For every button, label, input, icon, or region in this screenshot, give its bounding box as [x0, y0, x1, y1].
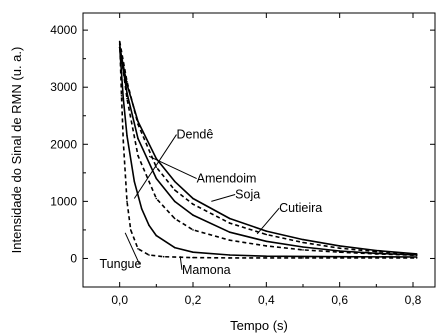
data-point-amendoim: [137, 123, 139, 126]
data-point-cutieira: [126, 97, 128, 100]
data-point-dende: [137, 120, 139, 123]
data-point-tungue: [140, 208, 143, 210]
data-point-amendoim: [338, 247, 341, 249]
data-point-mamona: [148, 254, 150, 256]
data-point-soja: [302, 246, 304, 248]
data-point-dende: [228, 217, 231, 220]
data-point-soja: [173, 200, 176, 203]
data-point-cutieira: [302, 249, 304, 251]
data-point-tungue: [133, 180, 136, 183]
series-line-soja: [118, 47, 417, 256]
series-line-dende: [118, 47, 417, 255]
y-tick-label: 0: [70, 251, 77, 265]
y-tick-label: 1000: [50, 194, 77, 208]
data-point-mamona: [129, 229, 132, 231]
data-point-tungue: [265, 255, 268, 257]
data-point-cutieira: [155, 197, 158, 200]
data-point-dende: [192, 197, 194, 200]
data-point-amendoim: [192, 203, 194, 205]
data-point-mamona: [122, 140, 125, 143]
data-point-amendoim: [173, 189, 176, 191]
annotation-leader-soja: [211, 194, 236, 202]
data-point-cutieira: [338, 251, 341, 253]
data-point-mamona: [415, 257, 418, 259]
data-point-soja: [338, 250, 341, 252]
data-point-soja: [265, 240, 268, 243]
y-tick-label: 2000: [50, 137, 77, 151]
data-point-tungue: [148, 224, 150, 227]
x-tick-label: 0,2: [185, 293, 202, 307]
series-line-cutieira: [118, 44, 417, 257]
annotation-leader-mamona: [179, 256, 183, 270]
data-point-soja: [228, 231, 231, 233]
data-point-soja: [192, 214, 194, 216]
series-line-mamona: [118, 41, 417, 259]
data-point-cutieira: [228, 239, 231, 241]
annotation-leader-cutieira: [256, 207, 280, 235]
data-point-mamona: [162, 255, 165, 258]
data-point-cutieira: [192, 229, 194, 231]
data-point-dende: [338, 245, 341, 247]
series-annotations: Dendê Amendoim Soja Cutieira Tungue Mamona: [100, 128, 323, 277]
data-point-soja: [137, 137, 139, 140]
axis-ticks: 0,0 0,2 0,4 0,6 0,8 0 1000 2000 3000 4000: [50, 13, 435, 307]
data-point-mamona: [302, 257, 304, 259]
x-tick-label: 0,4: [258, 293, 275, 307]
data-point-dende: [302, 238, 304, 241]
data-point-tungue: [122, 97, 125, 100]
data-point-cutieira: [173, 217, 176, 220]
data-point-amendoim: [302, 241, 304, 244]
series-curves: [118, 40, 418, 259]
annotation-tungue: Tungue: [100, 257, 142, 271]
annotation-mamona: Mamona: [182, 263, 231, 277]
plot-frame: [82, 12, 436, 288]
data-point-mamona: [118, 40, 121, 43]
data-point-dende: [265, 230, 268, 232]
data-point-cutieira: [265, 245, 268, 247]
data-point-tungue: [118, 46, 121, 49]
x-tick-label: 0,6: [331, 293, 348, 307]
series-line-tungue: [118, 47, 417, 258]
y-axis-label: Intensidade do Sinal de RMN (u. a.): [9, 47, 24, 254]
data-point-tungue: [192, 251, 194, 253]
data-point-tungue: [126, 134, 128, 137]
x-tick-label: 0,0: [111, 293, 128, 307]
data-point-dende: [173, 180, 176, 183]
data-point-mamona: [137, 248, 139, 250]
annotation-leader-tungue: [124, 232, 140, 265]
data-point-mamona: [192, 256, 194, 259]
annotation-leader-dende: [133, 134, 177, 199]
x-axis-label: Tempo (s): [230, 318, 288, 333]
data-point-soja: [155, 177, 158, 180]
data-point-amendoim: [228, 222, 231, 224]
data-point-amendoim: [375, 250, 378, 253]
data-point-tungue: [338, 255, 341, 258]
data-point-cutieira: [415, 254, 418, 257]
data-point-mamona: [228, 257, 231, 259]
annotation-soja: Soja: [235, 188, 260, 202]
annotation-leader-amendoim: [148, 155, 197, 179]
data-point-tungue: [173, 246, 176, 249]
data-point-tungue: [155, 234, 158, 237]
data-point-amendoim: [126, 80, 128, 83]
data-point-amendoim: [265, 233, 268, 236]
annotation-amendoim: Amendoim: [197, 172, 257, 186]
data-point-tungue: [228, 254, 231, 256]
series-line-amendoim: [118, 41, 417, 256]
data-point-mamona: [120, 95, 123, 97]
data-point-cutieira: [137, 154, 139, 157]
data-point-cutieira: [375, 253, 378, 255]
y-tick-label: 3000: [50, 80, 77, 94]
annotation-dende: Dendê: [177, 128, 214, 142]
x-tick-label: 0,8: [405, 293, 422, 307]
y-tick-label: 4000: [50, 23, 77, 37]
data-point-mamona: [126, 200, 128, 203]
annotation-cutieira: Cutieira: [279, 201, 322, 215]
